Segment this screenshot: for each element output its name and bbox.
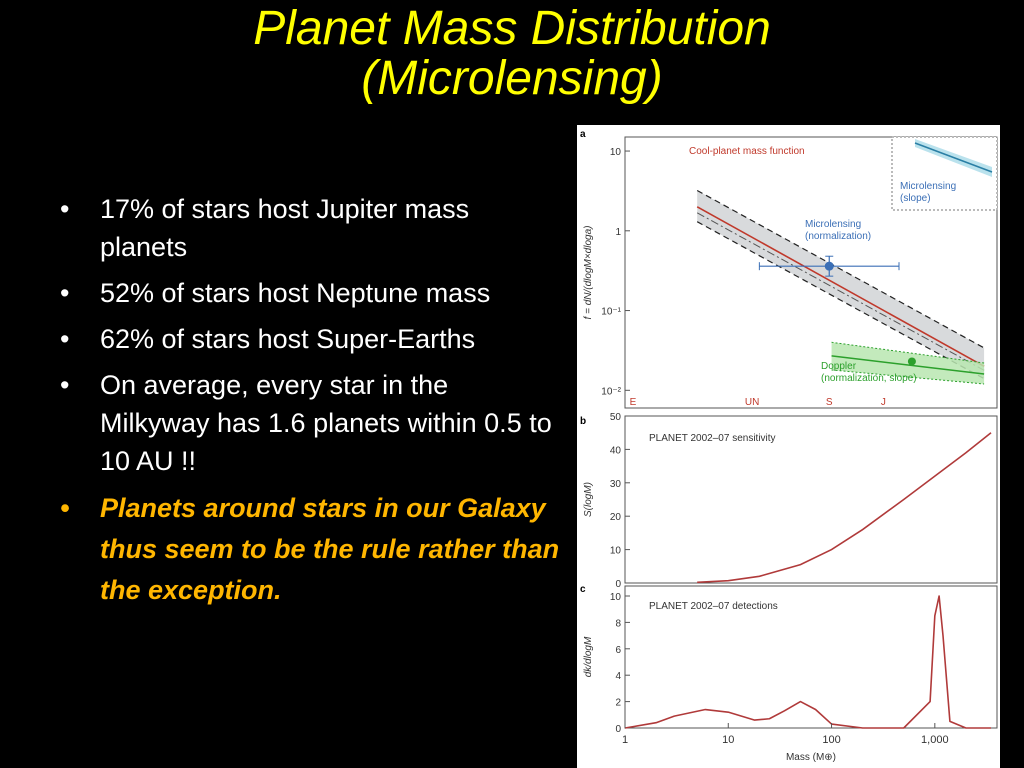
doppler-label-line-2: (normalization, slope) (821, 373, 917, 384)
doppler-label-line-1: Doppler (821, 361, 857, 372)
panel-c-ytick-label: 10 (610, 592, 622, 603)
panel-b-ytick-label: 0 (615, 579, 621, 590)
mass-function-figure: a 10 1 10⁻¹ 10⁻² f = dN/(dlogM×dloga) Cool-pla… (577, 125, 1000, 768)
panel-b-letter: b (580, 416, 586, 427)
bullet-average: On average, every star in the Milkyway h… (60, 366, 560, 480)
panel-b-ylabel: S(logM) (583, 482, 594, 517)
slide-title: Planet Mass Distribution (Microlensing) (0, 4, 1024, 104)
x-tick-label: 10 (722, 734, 734, 746)
bullet-jupiter: 17% of stars host Jupiter mass planets (60, 190, 560, 266)
x-axis-label: Mass (M⊕) (786, 752, 836, 763)
panel-c-ylabel: dk/dlogM (583, 636, 594, 677)
panel-a-ytick-label: 10⁻² (601, 386, 621, 397)
doppler-line (831, 355, 985, 375)
inset-frame (891, 136, 998, 211)
mass-function-band-upper (696, 189, 985, 349)
panel-c-ytick-label: 8 (615, 618, 621, 629)
microlensing-point (824, 261, 834, 271)
panel-c-legend: PLANET 2002–07 detections (649, 601, 778, 612)
planet-marker-J: J (881, 397, 886, 408)
panel-b-ytick-label: 50 (610, 412, 622, 423)
x-tick-label: 1 (622, 734, 628, 746)
doppler-band (831, 342, 985, 384)
detections-curve (624, 595, 992, 729)
bullet-list: 17% of stars host Jupiter mass planets 5… (60, 190, 560, 619)
x-tick-label: 1,000 (921, 734, 949, 746)
panel-a-letter: a (580, 129, 586, 140)
panel-b-ytick-label: 40 (610, 445, 622, 456)
microlensing-normalization-label-line-2: (normalization) (805, 231, 871, 242)
title-line-1: Planet Mass Distribution (253, 2, 771, 55)
panel-a-legend: Cool-planet mass function (689, 146, 805, 157)
mass-function-band (697, 190, 985, 379)
panel-c-ytick-label: 4 (615, 671, 621, 682)
mass-function-band-lower (696, 221, 985, 380)
panel-b-ytick-label: 30 (610, 479, 622, 490)
panel-b-frame (624, 415, 998, 584)
panel-c-ytick-label: 0 (615, 724, 621, 735)
mass-function-dashdot (696, 212, 985, 371)
panel-b-ytick-label: 10 (610, 546, 622, 557)
mass-function-line (696, 206, 985, 367)
x-tick-label: 100 (822, 734, 840, 746)
doppler-point (907, 357, 916, 366)
planet-marker-E: E (630, 397, 637, 408)
microlensing-slope-label-line-2: (slope) (900, 193, 931, 204)
panel-a-ytick-label: 10⁻¹ (601, 307, 621, 318)
microlensing-normalization-label-line-1: Microlensing (805, 219, 861, 230)
doppler-band-lower (831, 369, 985, 385)
panel-c-ytick-label: 6 (615, 645, 621, 656)
sensitivity-curve (697, 432, 992, 584)
panel-a-ylabel: f = dN/(dlogM×dloga) (583, 226, 594, 320)
panel-a-ytick-label: 10 (610, 147, 622, 158)
microlensing-slope-label-line-1: Microlensing (900, 181, 956, 192)
bullet-neptune: 52% of stars host Neptune mass (60, 274, 560, 312)
panel-a-frame (624, 136, 998, 409)
panel-c-frame (624, 585, 998, 729)
bullet-conclusion: Planets around stars in our Galaxy thus … (60, 488, 560, 611)
panel-c-letter: c (580, 584, 586, 595)
panel-a-ytick-label: 1 (615, 227, 621, 238)
title-line-2: (Microlensing) (361, 52, 663, 105)
inset-slope-line (914, 142, 993, 173)
bullet-super-earth: 62% of stars host Super-Earths (60, 320, 560, 358)
planet-marker-S: S (826, 397, 833, 408)
panel-b-ytick-label: 20 (610, 512, 622, 523)
panel-b-legend: PLANET 2002–07 sensitivity (649, 433, 776, 444)
panel-c-ytick-label: 2 (615, 698, 621, 709)
doppler-band-upper (831, 341, 985, 364)
planet-marker-UN: UN (745, 397, 759, 408)
